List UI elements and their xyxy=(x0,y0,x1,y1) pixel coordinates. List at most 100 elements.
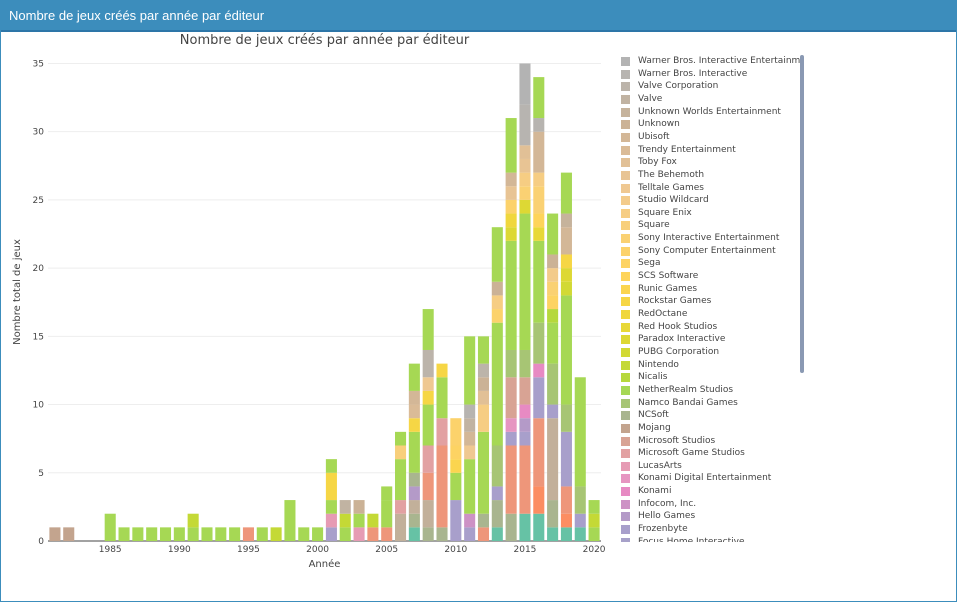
bar-segment xyxy=(491,445,503,487)
bar-segment xyxy=(242,527,254,541)
bar-segment xyxy=(560,268,572,282)
bar-segment xyxy=(159,527,172,541)
legend-label: Microsoft Game Studios xyxy=(638,448,745,459)
y-tick-label: 5 xyxy=(38,469,44,479)
bar-segment xyxy=(519,404,531,419)
bar-segment xyxy=(450,472,462,501)
legend-swatch xyxy=(621,120,630,130)
bar-segment xyxy=(477,363,490,378)
bar-segment xyxy=(464,418,476,432)
bar-segment xyxy=(588,527,600,541)
bar-segment xyxy=(436,363,448,378)
legend-label: Hello Games xyxy=(638,511,696,522)
y-tick-label: 25 xyxy=(33,196,44,206)
legend-label: Konami Digital Entertainment xyxy=(638,473,772,484)
y-tick-label: 30 xyxy=(33,128,45,138)
bar-segment xyxy=(560,281,572,296)
bar-segment xyxy=(408,527,420,541)
bar-segment xyxy=(339,527,351,541)
bar-segment xyxy=(519,172,531,187)
bar-segment xyxy=(325,527,337,541)
bar-segment xyxy=(395,445,407,460)
bar-segment xyxy=(491,322,503,446)
bar-segment xyxy=(450,500,462,541)
bar-segment xyxy=(408,363,420,391)
legend-label: Namco Bandai Games xyxy=(638,397,738,408)
legend-swatch xyxy=(621,449,630,459)
bar-segment xyxy=(547,268,559,282)
bar-segment xyxy=(477,431,490,514)
bar-segment xyxy=(408,431,420,473)
legend-label: Ubisoft xyxy=(638,131,670,142)
legend-swatch xyxy=(621,461,630,471)
bar-segment xyxy=(574,527,586,541)
bar-segment xyxy=(574,486,586,514)
legend-label: Unknown Worlds Entertainment xyxy=(638,106,781,117)
x-tick-label: 2005 xyxy=(375,545,398,555)
legend-label: The Behemoth xyxy=(638,169,705,180)
bar-segment xyxy=(422,445,434,473)
bar-segment xyxy=(422,377,434,391)
bar-segment xyxy=(505,186,517,200)
bar-segment xyxy=(450,445,462,460)
bar-segment xyxy=(325,472,337,501)
bar-segment xyxy=(505,199,517,214)
bar-segment xyxy=(519,145,531,159)
legend-label: Sony Computer Entertainment xyxy=(638,245,776,256)
legend-swatch xyxy=(621,107,630,117)
bar-segment xyxy=(519,213,531,350)
legend-swatch xyxy=(621,69,630,79)
bar-segment xyxy=(560,513,572,528)
legend-swatch xyxy=(621,234,630,244)
bar-segment xyxy=(519,349,531,378)
y-tick-label: 0 xyxy=(38,537,44,547)
bar-segment xyxy=(533,418,545,487)
bar-segment xyxy=(256,527,268,541)
bar-segment xyxy=(533,118,545,132)
legend-label: NetherRealm Studios xyxy=(638,384,734,395)
legend-label: Frozenbyte xyxy=(638,524,688,535)
legend-label: Red Hook Studios xyxy=(638,321,718,332)
x-tick-label: 1985 xyxy=(99,545,122,555)
bar-segment xyxy=(477,404,490,432)
legend-label: RedOctane xyxy=(638,309,688,319)
y-tick-label: 35 xyxy=(33,59,44,69)
legend-label: SCS Software xyxy=(638,271,699,282)
bar-segment xyxy=(547,404,559,419)
bar-segment xyxy=(547,295,559,310)
legend-swatch xyxy=(621,335,630,345)
bar-segment xyxy=(491,227,503,282)
legend-label: LucasArts xyxy=(638,460,682,471)
bar-segment xyxy=(464,336,476,405)
legend-swatch xyxy=(621,82,630,92)
legend-swatch xyxy=(621,474,630,484)
legend-label: Microsoft Studios xyxy=(638,435,716,446)
x-tick-label: 1990 xyxy=(168,545,191,555)
bar-segment xyxy=(505,418,517,432)
legend-label: Sega xyxy=(638,258,661,269)
chart-legend[interactable]: Warner Bros. Interactive Entertainment Wa… xyxy=(618,52,804,542)
legend-swatch xyxy=(621,221,630,231)
bar-segment xyxy=(547,213,559,255)
legend-label: Rockstar Games xyxy=(638,296,712,307)
y-tick-label: 20 xyxy=(33,264,45,274)
legend-label: Trendy Entertainment xyxy=(638,144,736,155)
legend-label: Studio Wildcard xyxy=(638,195,709,206)
bar-segment xyxy=(339,500,351,514)
bar-segment xyxy=(505,431,517,446)
x-tick-label: 2010 xyxy=(444,545,467,555)
bar-segment xyxy=(464,527,476,541)
bar-segment xyxy=(353,500,365,514)
legend-scrollbar[interactable] xyxy=(800,55,804,373)
bar-segment xyxy=(422,500,434,528)
bar-segment xyxy=(560,431,572,487)
panel-title: Nombre de jeux créés par année par édite… xyxy=(9,8,265,23)
bar-segment xyxy=(505,118,517,173)
bar-segment xyxy=(464,404,476,419)
x-tick-label: 2000 xyxy=(306,545,329,555)
bar-segment xyxy=(450,459,462,473)
legend-swatch xyxy=(621,322,630,332)
bar-segment xyxy=(519,63,531,105)
legend-label: Valve Corporation xyxy=(638,81,719,92)
legend-swatch xyxy=(621,246,630,256)
